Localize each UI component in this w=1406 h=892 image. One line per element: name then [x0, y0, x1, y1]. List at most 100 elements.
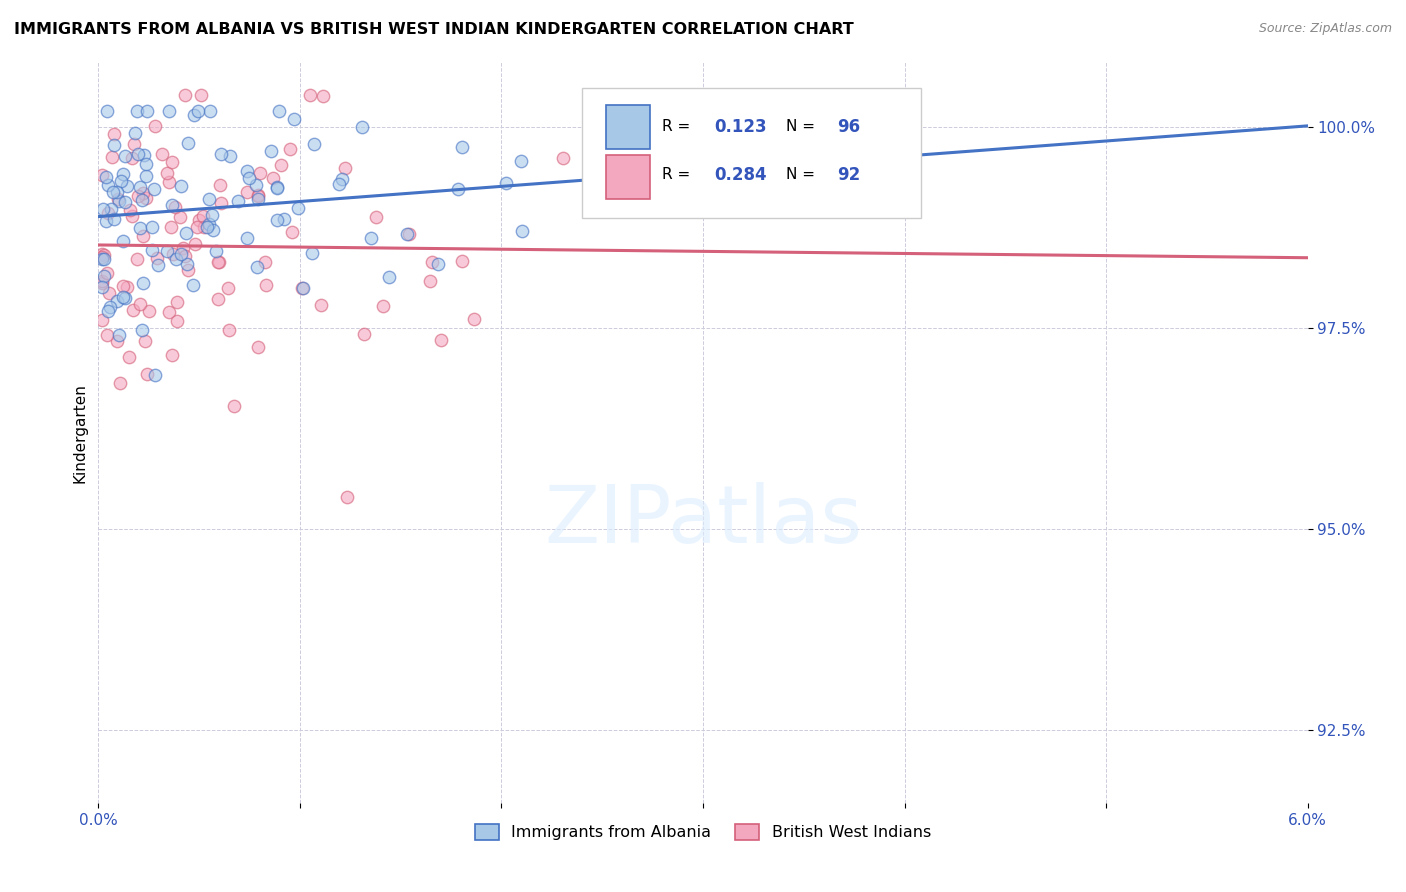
Point — [201, 223, 224, 237]
Point — [190, 87, 212, 102]
Text: N =: N = — [786, 168, 820, 183]
Point — [166, 295, 188, 310]
Point — [205, 244, 228, 258]
Point — [91, 168, 114, 182]
Point — [377, 269, 399, 284]
Point — [183, 108, 205, 122]
Point — [200, 209, 222, 223]
Point — [304, 136, 326, 151]
Point — [270, 158, 292, 172]
Point — [247, 340, 270, 354]
Point — [132, 186, 155, 201]
Point — [245, 260, 267, 274]
Point — [107, 192, 129, 206]
Text: N =: N = — [786, 120, 820, 135]
Point — [105, 186, 128, 200]
Point — [209, 147, 232, 161]
Point — [121, 209, 143, 223]
Point — [430, 334, 453, 348]
Point — [91, 252, 114, 267]
Point — [170, 247, 193, 261]
Point — [156, 244, 179, 259]
Point — [111, 234, 134, 248]
Point — [509, 154, 531, 169]
Point — [105, 294, 128, 309]
Point — [141, 243, 163, 257]
Point — [118, 350, 141, 364]
Point — [195, 220, 218, 235]
Point — [129, 220, 152, 235]
Point — [183, 236, 205, 251]
Point — [125, 252, 148, 266]
Point — [287, 201, 309, 215]
Point — [254, 277, 277, 292]
Text: 92: 92 — [837, 166, 860, 184]
Point — [103, 138, 125, 153]
Point — [169, 211, 191, 225]
Point — [187, 103, 209, 118]
Point — [93, 268, 115, 283]
Point — [91, 202, 114, 217]
Point — [193, 220, 215, 235]
Point — [127, 188, 149, 202]
Point — [207, 292, 229, 306]
Y-axis label: Kindergarten: Kindergarten — [72, 383, 87, 483]
Point — [198, 103, 221, 118]
Point — [249, 166, 271, 180]
Text: ZIPatlas: ZIPatlas — [544, 483, 862, 560]
Point — [172, 242, 194, 256]
Point — [165, 252, 187, 266]
Point — [177, 136, 200, 150]
Point — [262, 170, 284, 185]
Point — [198, 218, 221, 232]
Point — [280, 142, 302, 156]
Point — [91, 280, 114, 294]
Point — [100, 202, 122, 216]
Point — [420, 254, 443, 268]
Point — [115, 280, 138, 294]
Point — [93, 252, 115, 266]
Point — [91, 274, 114, 288]
Point — [136, 367, 159, 381]
Point — [135, 157, 157, 171]
Point — [236, 230, 259, 244]
Point — [360, 231, 382, 245]
Point — [166, 314, 188, 328]
Point — [141, 219, 163, 234]
Point — [101, 150, 124, 164]
Point — [283, 112, 305, 127]
Point — [226, 194, 249, 208]
Point — [312, 89, 335, 103]
Point — [371, 300, 394, 314]
Point — [127, 147, 149, 161]
Point — [132, 148, 155, 162]
Point — [510, 224, 533, 238]
Point — [209, 195, 232, 210]
Point — [266, 212, 288, 227]
Point — [110, 174, 132, 188]
Point — [447, 182, 470, 196]
Point — [187, 212, 209, 227]
Point — [218, 149, 240, 163]
Point — [114, 195, 136, 210]
Point — [111, 278, 134, 293]
Point — [217, 281, 239, 295]
Point — [96, 327, 118, 342]
Point — [134, 334, 156, 348]
Point — [197, 192, 219, 206]
Point — [117, 178, 139, 193]
Point — [157, 175, 180, 189]
Point — [330, 172, 353, 186]
Point — [186, 219, 208, 234]
Point — [114, 291, 136, 305]
Point — [120, 202, 142, 217]
Point — [162, 246, 184, 260]
Point — [160, 155, 183, 169]
Point — [246, 192, 269, 206]
Point — [138, 303, 160, 318]
Point — [236, 163, 259, 178]
Point — [224, 399, 246, 413]
Text: IMMIGRANTS FROM ALBANIA VS BRITISH WEST INDIAN KINDERGARTEN CORRELATION CHART: IMMIGRANTS FROM ALBANIA VS BRITISH WEST … — [14, 22, 853, 37]
Point — [103, 212, 125, 227]
Point — [142, 182, 165, 196]
